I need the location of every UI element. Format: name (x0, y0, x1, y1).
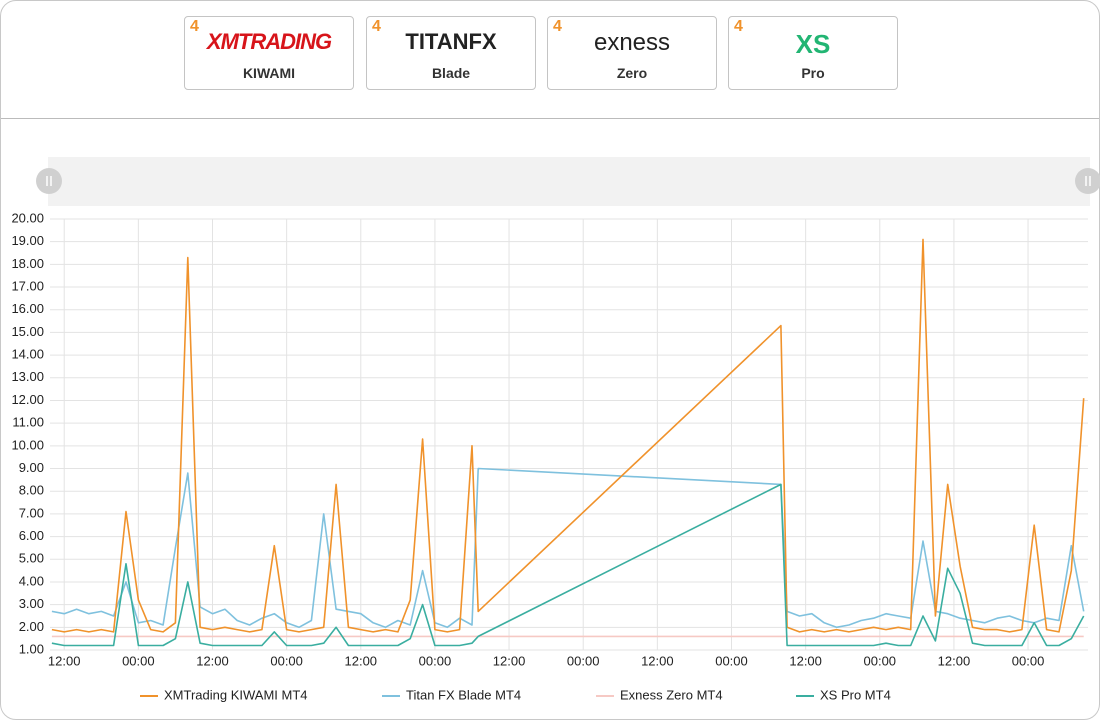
y-tick-label: 16.00 (11, 301, 44, 316)
y-tick-label: 20.00 (11, 210, 44, 225)
range-slider[interactable] (48, 157, 1090, 206)
slider-handle[interactable] (1075, 168, 1100, 194)
y-tick-label: 10.00 (11, 437, 44, 452)
tab-label: Pro (801, 65, 825, 81)
legend-label[interactable]: XS Pro MT4 (820, 687, 891, 702)
y-tick-label: 8.00 (19, 483, 44, 498)
y-tick-label: 4.00 (19, 573, 44, 588)
y-tick-label: 13.00 (11, 369, 44, 384)
separator (1, 118, 1099, 119)
broker-tab[interactable]: 4 TITANFX Blade (366, 16, 536, 90)
badge: 4 (190, 18, 199, 35)
x-tick-label: 00:00 (270, 653, 303, 668)
y-tick-label: 7.00 (19, 505, 44, 520)
broker-tab[interactable]: 4 XS Pro (728, 16, 898, 90)
x-tick-label: 12:00 (345, 653, 378, 668)
tab-label: Zero (616, 65, 648, 81)
logo: XS (795, 29, 831, 59)
x-tick-label: 12:00 (641, 653, 674, 668)
logo: TITANFX (405, 29, 497, 54)
series-line (51, 467, 1085, 629)
x-tick-label: 12:00 (938, 653, 971, 668)
x-tick-label: 12:00 (493, 653, 526, 668)
y-tick-label: 19.00 (11, 233, 44, 248)
legend-label[interactable]: Titan FX Blade MT4 (406, 687, 521, 702)
badge: 4 (734, 18, 743, 35)
y-tick-label: 17.00 (11, 278, 44, 293)
y-tick-label: 14.00 (11, 347, 44, 362)
slider-handle[interactable] (36, 168, 62, 194)
logo: XMTRADING (206, 29, 332, 54)
tab-label: Blade (431, 65, 471, 81)
y-tick-label: 5.00 (19, 551, 44, 566)
x-tick-label: 00:00 (715, 653, 748, 668)
tab-label: KIWAMI (242, 65, 296, 81)
y-tick-label: 11.00 (12, 415, 44, 430)
legend-label[interactable]: XMTrading KIWAMI MT4 (164, 687, 308, 702)
badge: 4 (553, 18, 562, 35)
x-tick-label: 00:00 (567, 653, 600, 668)
series-line (51, 483, 1085, 647)
broker-tab[interactable]: 4 exness Zero (547, 16, 717, 90)
x-tick-label: 12:00 (789, 653, 822, 668)
y-tick-label: 1.00 (19, 641, 44, 656)
y-tick-label: 9.00 (19, 460, 44, 475)
y-tick-label: 12.00 (11, 392, 44, 407)
legend-label[interactable]: Exness Zero MT4 (620, 687, 723, 702)
y-tick-label: 15.00 (11, 324, 44, 339)
y-tick-label: 2.00 (19, 619, 44, 634)
y-tick-label: 6.00 (19, 528, 44, 543)
x-tick-label: 12:00 (196, 653, 229, 668)
series-line (51, 238, 1085, 633)
x-tick-label: 00:00 (419, 653, 452, 668)
x-tick-label: 00:00 (864, 653, 897, 668)
y-tick-label: 18.00 (11, 256, 44, 271)
x-tick-label: 12:00 (48, 653, 81, 668)
logo: exness (593, 29, 671, 56)
x-tick-label: 00:00 (1012, 653, 1045, 668)
badge: 4 (372, 18, 381, 35)
y-tick-label: 3.00 (19, 596, 44, 611)
x-tick-label: 00:00 (122, 653, 155, 668)
broker-tab[interactable]: 4 XMTRADING KIWAMI (184, 16, 354, 90)
